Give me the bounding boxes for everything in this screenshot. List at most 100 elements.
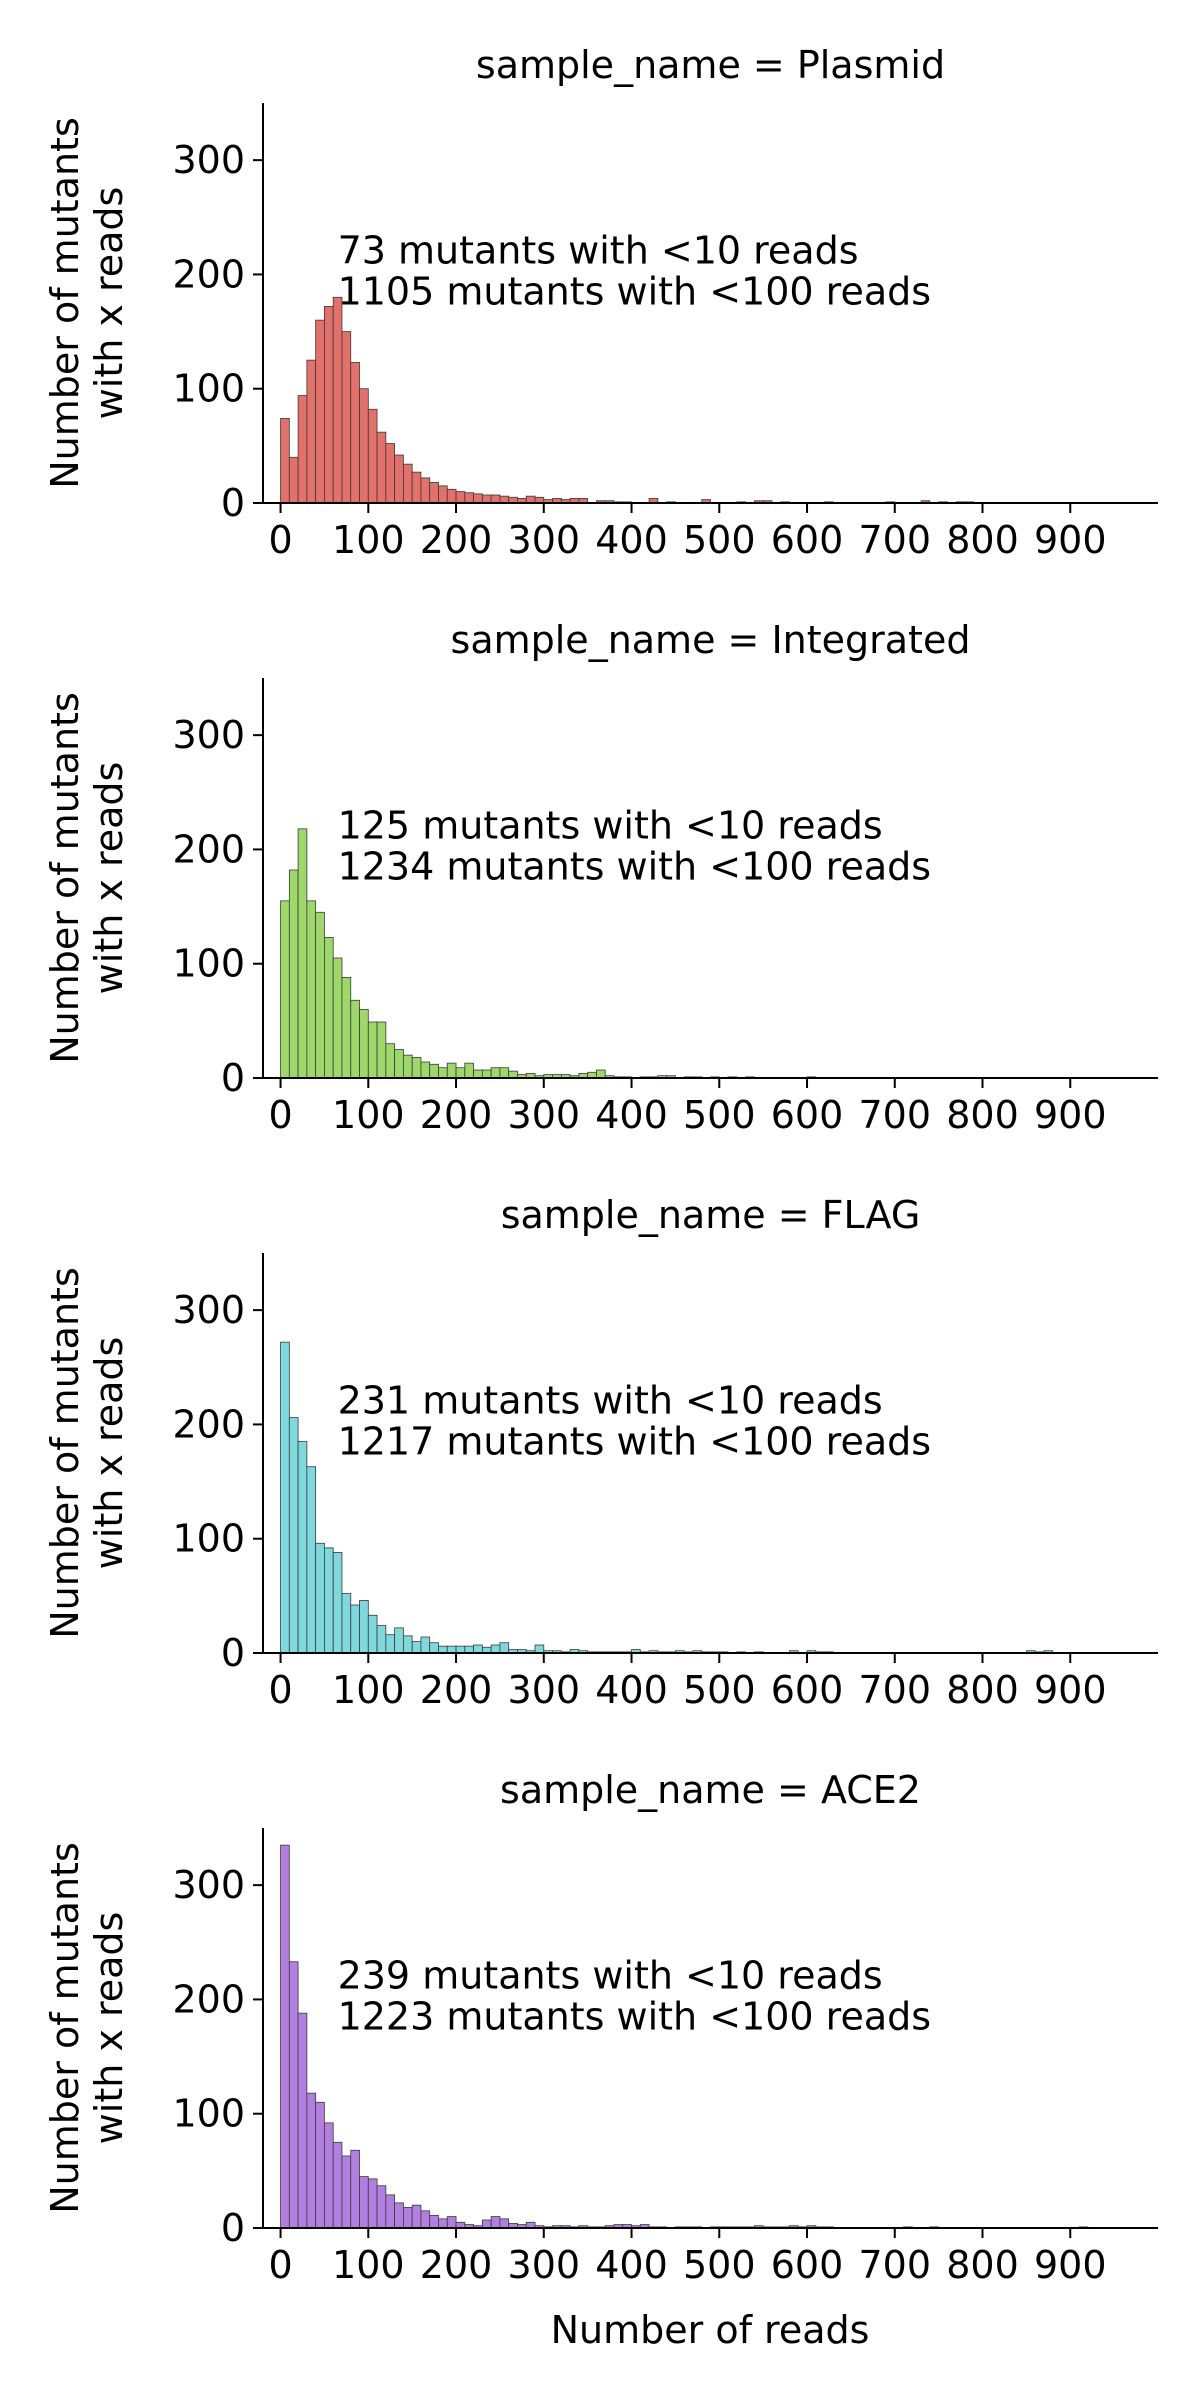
annotation-under-100: 1217 mutants with <100 reads [338, 1420, 931, 1464]
histogram-bar [297, 395, 308, 504]
histogram-bar [438, 1067, 448, 1079]
histogram-bar [385, 443, 396, 504]
histogram-bars [280, 1844, 1089, 2229]
y-tick-label: 0 [221, 2206, 245, 2250]
histogram-bar [280, 1844, 290, 2229]
x-tick-label: 600 [771, 1093, 844, 1137]
histogram-bar [315, 319, 325, 504]
histogram-bar [490, 2216, 501, 2229]
x-tick-label: 800 [946, 1668, 1019, 1712]
histogram-bar [332, 296, 343, 504]
y-axis-label-line1: Number of mutants [43, 1842, 87, 2214]
histogram-bar [385, 1043, 396, 1079]
x-tick-label: 900 [1034, 1093, 1107, 1137]
histogram-bar [324, 306, 334, 504]
histogram-bar [341, 2155, 352, 2229]
histogram-bar [288, 1961, 299, 2229]
x-tick-label: 100 [332, 1093, 405, 1137]
histogram-bar [402, 1054, 413, 1079]
histogram-bar [306, 2092, 317, 2229]
x-tick-label: 100 [332, 518, 405, 562]
histogram-bar [350, 1604, 360, 1654]
histogram-bar [490, 494, 501, 504]
panel-title: sample_name = ACE2 [500, 1768, 921, 1812]
y-axis-label: Number of mutantswith x reads [43, 1267, 131, 1639]
annotation-under-10: 73 mutants with <10 reads [338, 228, 859, 272]
x-tick-label: 700 [858, 2243, 931, 2287]
histogram-bar [306, 359, 317, 504]
x-tick-label: 500 [683, 2243, 756, 2287]
histogram-bar [429, 1642, 439, 1654]
x-tick-label: 700 [858, 1668, 931, 1712]
y-tick-label: 0 [221, 1631, 245, 1675]
histogram-bar [464, 1062, 474, 1079]
histogram-bar [481, 494, 492, 504]
panel-title: sample_name = FLAG [501, 1193, 921, 1237]
x-axis-label: Number of reads [551, 2308, 870, 2352]
histogram-bar [376, 1625, 387, 1654]
histogram-bar [332, 1552, 343, 1654]
x-tick-label: 400 [595, 2243, 668, 2287]
histogram-bar [464, 492, 474, 504]
annotation-under-10: 125 mutants with <10 reads [338, 803, 883, 847]
histogram-bar [367, 2178, 378, 2229]
x-tick-label: 200 [420, 2243, 493, 2287]
panel-title: sample_name = Plasmid [476, 43, 945, 87]
histogram-bar [420, 477, 431, 504]
x-tick-label: 700 [858, 1093, 931, 1137]
facet-panels: sample_name = Plasmid 0 100 200 300 0 100 200 30… [43, 43, 1158, 2287]
histogram-bar [402, 463, 413, 504]
histogram-bar [297, 828, 308, 1079]
histogram-bar [473, 493, 483, 504]
x-tick-label: 800 [946, 1093, 1019, 1137]
histogram-bar [446, 2216, 457, 2229]
histogram-bar [446, 1645, 457, 1654]
y-tick-label: 300 [172, 1863, 245, 1907]
x-tick-label: 500 [683, 1668, 756, 1712]
x-tick-label: 900 [1034, 518, 1107, 562]
y-axis-label-line2: with x reads [87, 1912, 131, 2145]
panel-plasmid: sample_name = Plasmid 0 100 200 300 0 100 200 30… [43, 43, 1158, 562]
histogram-bar [411, 2204, 422, 2229]
histogram-bar [490, 1644, 501, 1654]
x-tick-label: 200 [420, 518, 493, 562]
histogram-bar [402, 2207, 413, 2229]
y-axis-label-line1: Number of mutants [43, 117, 87, 489]
histogram-bar [429, 1063, 439, 1079]
panel-flag: sample_name = FLAG 0 100 200 300 0 100 200 300 40… [43, 1193, 1158, 1712]
histogram-bar [350, 2149, 360, 2229]
histogram-bar [332, 2141, 343, 2229]
histogram-bar [490, 1067, 501, 1079]
histogram-bar [367, 408, 378, 504]
x-tick-label: 0 [268, 1093, 292, 1137]
annotation-under-100: 1223 mutants with <100 reads [338, 1995, 931, 2039]
y-tick-label: 200 [172, 1402, 245, 1446]
x-tick-label: 600 [771, 2243, 844, 2287]
annotation-under-100: 1234 mutants with <100 reads [338, 845, 931, 889]
panel-title: sample_name = Integrated [451, 618, 971, 662]
histogram-bar [429, 482, 439, 504]
x-tick-label: 800 [946, 518, 1019, 562]
histogram-bar [306, 1466, 317, 1654]
histogram-bar [438, 2218, 448, 2229]
histogram-bar [359, 2176, 369, 2229]
histogram-bar [455, 491, 466, 504]
histogram-bar [499, 1067, 510, 1079]
histogram-bar [306, 900, 317, 1079]
x-tick-label: 300 [508, 518, 581, 562]
y-tick-label: 200 [172, 252, 245, 296]
x-tick-label: 600 [771, 518, 844, 562]
x-tick-label: 900 [1034, 2243, 1107, 2287]
y-tick-label: 100 [172, 367, 245, 411]
histogram-bar [341, 331, 352, 504]
x-tick-label: 200 [420, 1668, 493, 1712]
histogram-bar [359, 1009, 369, 1079]
histogram-bar [455, 1645, 466, 1654]
y-tick-label: 100 [172, 2092, 245, 2136]
histogram-bar [411, 471, 422, 504]
histogram-bar [394, 1049, 404, 1079]
x-tick-label: 400 [595, 1093, 668, 1137]
y-axis-label-line2: with x reads [87, 1337, 131, 1570]
histogram-bar [376, 431, 387, 504]
y-tick-label: 0 [221, 1056, 245, 1100]
